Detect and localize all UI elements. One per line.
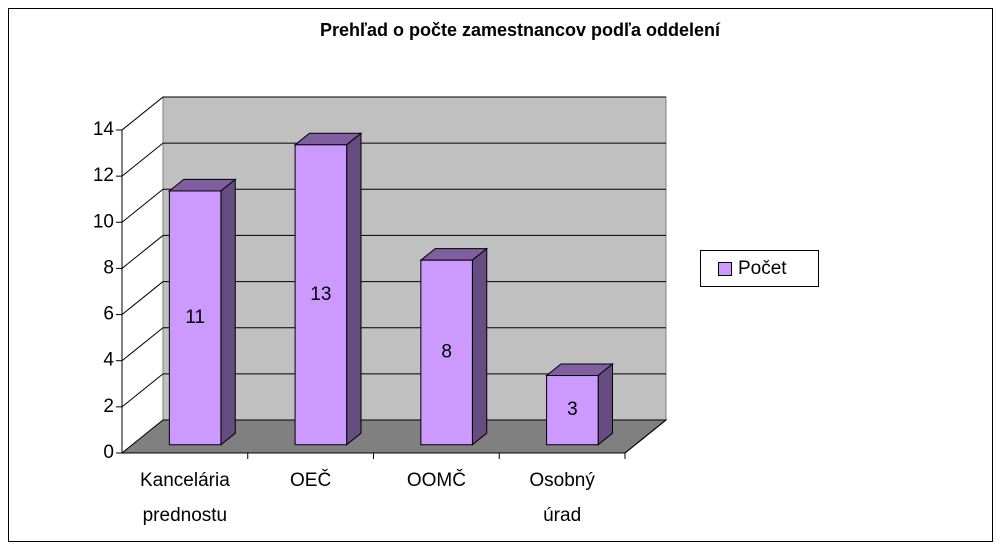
bar: [168, 190, 222, 446]
bar-side: [471, 247, 488, 446]
x-tick-label: OOMČ: [407, 469, 466, 491]
chart-title: Prehľad o počte zamestnancov podľa oddel…: [320, 20, 721, 40]
x-tick-label: Osobný úrad: [529, 470, 595, 526]
grid-line: [121, 188, 164, 223]
data-label: 3: [567, 399, 578, 420]
grid-line: [121, 373, 164, 408]
data-label: 11: [185, 307, 205, 328]
grid-line: [121, 235, 164, 269]
y-tick-label: 4: [103, 350, 114, 371]
x-axis-depth: [624, 419, 667, 454]
side-wall: [121, 95, 164, 455]
x-tick-label: OEČ: [290, 469, 331, 491]
bar: [546, 375, 599, 446]
y-tick-label: 10: [93, 211, 114, 232]
grid-line: [121, 281, 164, 315]
bar-side: [220, 178, 236, 446]
legend-swatch: [718, 262, 732, 276]
bar: [294, 144, 348, 446]
grid-line: [121, 142, 164, 177]
data-label: 8: [441, 341, 452, 362]
y-tick-label: 14: [93, 119, 115, 140]
grid-line: [121, 327, 164, 362]
y-tick-label: 0: [103, 442, 114, 463]
bar-side: [346, 132, 362, 446]
data-label: 13: [310, 284, 331, 305]
bar: [420, 259, 473, 446]
x-tick-label: Kancelária prednostu: [140, 470, 230, 526]
y-tick-label: 8: [103, 257, 114, 278]
bar-side: [597, 362, 614, 446]
y-tick-label: 2: [103, 396, 114, 417]
grid-line: [121, 96, 164, 131]
legend-label: Počet: [738, 258, 787, 279]
y-tick-label: 12: [93, 165, 114, 186]
y-tick-label: 6: [103, 304, 114, 325]
